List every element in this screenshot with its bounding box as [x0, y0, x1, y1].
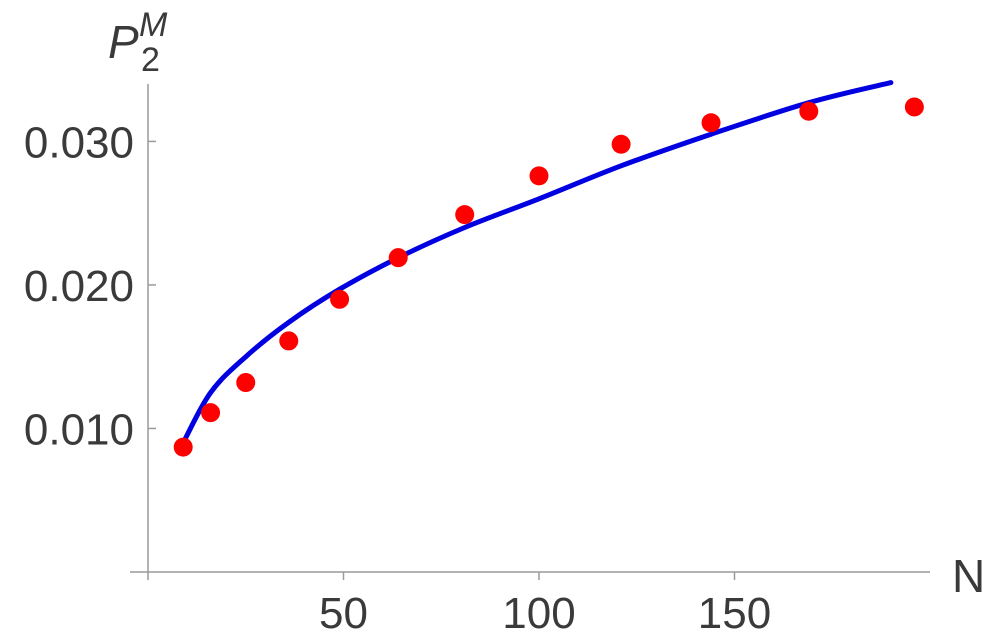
data-point — [611, 134, 631, 154]
y-axis-label-subscript: 2 — [141, 41, 160, 79]
y-axis-label: P 2 M — [108, 6, 168, 79]
x-tick-label: 150 — [698, 589, 771, 638]
data-point — [701, 113, 721, 133]
y-axis-label-superscript: M — [139, 6, 168, 44]
data-points-layer — [173, 97, 924, 457]
data-point — [904, 97, 924, 117]
x-tick-label: 100 — [502, 589, 575, 638]
data-point — [330, 289, 350, 309]
y-axis-label-base: P — [108, 16, 139, 68]
svg-text:2: 2 — [141, 41, 160, 79]
fit-curve — [180, 80, 894, 446]
data-point — [173, 437, 193, 457]
data-point — [201, 403, 221, 423]
svg-text:M: M — [139, 6, 168, 44]
y-ticks: 0.010 0.020 0.030 — [24, 118, 156, 454]
axes — [130, 84, 930, 580]
x-axis-label: N — [952, 550, 985, 602]
x-ticks: 50 100 150 — [319, 572, 771, 638]
svg-text:P: P — [108, 16, 139, 68]
data-point — [236, 373, 256, 393]
y-tick-label: 0.030 — [24, 118, 134, 167]
data-point — [388, 248, 408, 268]
data-point — [799, 101, 819, 121]
x-tick-label: 50 — [319, 589, 368, 638]
y-tick-label: 0.010 — [24, 405, 134, 454]
y-tick-label: 0.020 — [24, 262, 134, 311]
fit-curve-layer — [180, 80, 894, 446]
data-point — [279, 331, 299, 351]
data-point — [529, 166, 549, 186]
data-point — [455, 205, 475, 225]
